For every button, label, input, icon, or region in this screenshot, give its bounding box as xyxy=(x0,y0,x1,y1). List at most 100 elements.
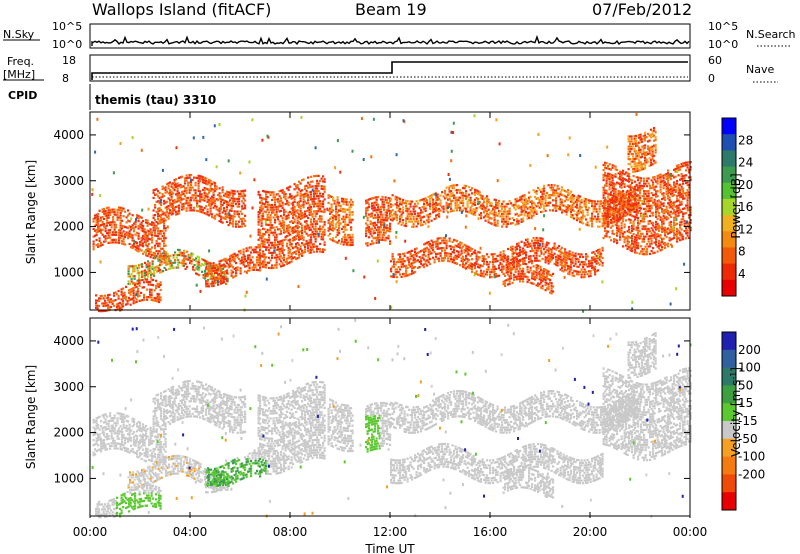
echo-cell xyxy=(278,205,281,208)
echo-cell xyxy=(532,272,535,275)
echo-cell xyxy=(433,261,436,264)
echo-cell xyxy=(550,282,553,285)
echo-cell xyxy=(196,273,199,276)
echo-cell xyxy=(310,198,313,201)
echo-cell xyxy=(211,274,214,278)
echo-cell xyxy=(308,239,311,242)
echo-cell xyxy=(366,206,369,209)
echo-cell xyxy=(230,269,233,272)
echo-cell xyxy=(160,203,163,207)
echo-cell xyxy=(316,184,319,188)
echo-cell xyxy=(435,199,438,202)
echo-cell xyxy=(342,235,345,238)
echo-cell xyxy=(580,276,583,279)
echo-cell xyxy=(456,184,459,187)
echo-cell xyxy=(223,217,226,220)
echo-cell xyxy=(439,237,442,240)
echo-cell xyxy=(220,220,223,223)
echo-cell xyxy=(280,230,283,233)
echo-cell xyxy=(577,265,580,268)
echo-cell xyxy=(119,219,122,222)
echo-cell xyxy=(286,202,289,205)
echo-cell xyxy=(209,207,212,210)
echo-cell xyxy=(286,214,289,218)
echo-cell xyxy=(163,239,166,242)
echo-cell xyxy=(161,188,164,191)
echo-cell xyxy=(120,290,123,294)
echo-cell xyxy=(329,222,332,225)
echo-cell xyxy=(225,282,228,285)
echo-cell xyxy=(421,254,424,257)
echo-cell xyxy=(502,268,505,271)
echo-cell xyxy=(507,263,510,266)
echo-cell xyxy=(418,250,421,253)
echo-cell xyxy=(555,263,558,266)
echo-cell xyxy=(605,177,608,180)
echo-cell xyxy=(275,261,278,264)
echo-cell xyxy=(420,219,423,222)
echo-cell xyxy=(116,293,119,296)
echo-cell xyxy=(134,225,137,229)
echo-cell xyxy=(516,268,519,271)
echo-cell xyxy=(628,213,631,216)
echo-cell xyxy=(227,196,230,199)
echo-cell xyxy=(175,211,178,214)
echo-cell xyxy=(517,272,520,275)
echo-cell xyxy=(173,199,176,202)
echo-cell xyxy=(152,299,155,302)
echo-cell xyxy=(319,200,322,203)
echo-cell xyxy=(447,193,450,196)
echo-cell xyxy=(383,233,386,237)
echo-cell xyxy=(567,209,570,212)
echo-cell xyxy=(628,199,631,203)
echo-cell xyxy=(173,206,176,209)
echo-cell xyxy=(582,212,585,215)
echo-cell xyxy=(483,270,486,273)
echo-cell xyxy=(287,234,290,237)
echo-cell xyxy=(100,229,103,232)
echo-cell xyxy=(140,216,143,219)
echo-cell xyxy=(182,197,185,200)
echo-cell xyxy=(519,198,522,202)
echo-cell xyxy=(120,293,123,296)
echo-cell xyxy=(454,206,457,209)
echo-cell xyxy=(602,221,605,225)
echo-cell xyxy=(550,287,553,290)
echo-cell xyxy=(628,195,631,198)
echo-cell xyxy=(322,250,325,254)
echo-cell xyxy=(126,300,129,303)
echo-cell xyxy=(350,243,353,247)
echo-cell xyxy=(541,269,544,272)
echo-cell xyxy=(209,262,212,265)
echo-cell xyxy=(519,267,522,270)
echo-cell xyxy=(257,228,260,231)
echo-cell xyxy=(607,205,610,208)
echo-cell xyxy=(480,272,483,275)
echo-cell xyxy=(409,210,412,213)
echo-cell xyxy=(520,205,523,208)
echo-cell xyxy=(194,191,197,194)
echo-cell xyxy=(408,212,411,216)
echo-cell xyxy=(348,236,351,239)
echo-cell xyxy=(594,200,597,203)
echo-cell xyxy=(344,238,347,241)
echo-cell xyxy=(322,210,325,213)
echo-cell xyxy=(610,226,613,229)
echo-cell xyxy=(442,241,445,245)
echo-cell xyxy=(477,258,480,261)
echo-cell xyxy=(271,198,274,202)
echo-cell xyxy=(507,212,510,215)
echo-cell xyxy=(224,257,227,260)
echo-cell xyxy=(457,199,460,202)
echo-cell xyxy=(544,268,547,271)
echo-cell xyxy=(142,230,145,233)
echo-cell xyxy=(274,231,277,234)
echo-cell xyxy=(172,256,175,259)
echo-cell xyxy=(172,192,175,195)
echo-cell xyxy=(614,188,617,191)
echo-cell xyxy=(176,212,179,215)
echo-cell xyxy=(131,224,134,227)
echo-cell xyxy=(197,205,200,208)
echo-cell xyxy=(377,208,380,211)
echo-cell xyxy=(164,244,167,247)
